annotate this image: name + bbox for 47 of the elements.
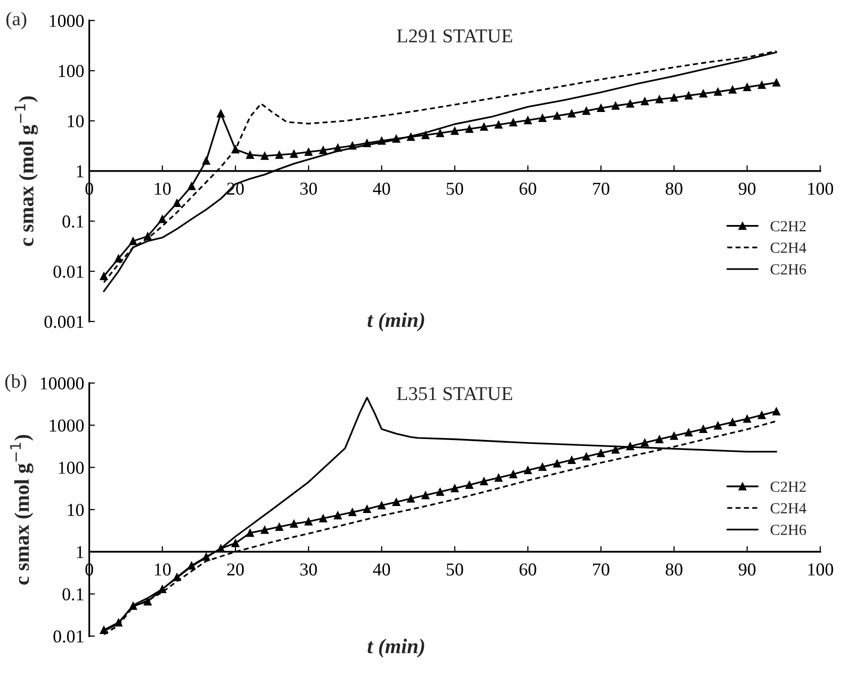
y-axis-title: c smax (mol g$^{−1}$) (14, 96, 38, 246)
y-tick-label: 1 (76, 165, 84, 178)
y-tick-label: 10 (68, 504, 84, 516)
x-tick-label: 70 (593, 182, 610, 195)
x-tick-label: 10 (154, 182, 171, 195)
x-axis-title: t (min) (368, 638, 424, 658)
x-tick-label: 90 (738, 563, 756, 576)
y-tick-label: 0.1 (62, 588, 84, 600)
legend-label: C2H4 (770, 242, 806, 253)
y-tick-label: 10000 (40, 377, 84, 390)
x-tick-label: 70 (593, 563, 610, 576)
text: (b) (5, 374, 26, 392)
legend-label: C2H2 (770, 221, 806, 232)
y-tick-label: 0.001 (44, 316, 84, 328)
x-tick-label: 80 (666, 182, 682, 195)
x-tick-label: 40 (372, 182, 390, 195)
x-axis-title: t (min) (368, 312, 424, 332)
x-tick-label: 100 (808, 182, 834, 195)
y-tick-label: 100 (58, 64, 84, 78)
x-tick-label: 60 (520, 182, 536, 195)
legend-label: C2H4 (770, 503, 806, 514)
x-tick-label: 50 (446, 563, 464, 576)
x-tick-label: 60 (520, 563, 536, 576)
x-tick-label: 10 (154, 563, 171, 576)
y-tick-label: 0.01 (53, 630, 84, 643)
y-tick-label: 100 (58, 462, 84, 474)
x-tick-label: 40 (372, 563, 390, 576)
y-tick-label: 10 (68, 115, 84, 128)
legend-label: C2H6 (770, 524, 806, 536)
y-tick-label: 0.01 (53, 266, 84, 278)
x-tick-label: 80 (666, 563, 682, 576)
legend-label: C2H6 (770, 264, 806, 275)
legend-label: C2H2 (770, 482, 806, 492)
chart-title: L291 STATUE (396, 29, 512, 42)
y-tick-label: 0.1 (62, 215, 84, 228)
chart-title: L351 STATUE (396, 387, 512, 400)
x-tick-label: 90 (738, 182, 756, 195)
x-tick-label: 30 (300, 182, 317, 195)
x-tick-label: 100 (808, 563, 834, 576)
y-tick-label: 1000 (50, 14, 84, 27)
text: (a) (6, 12, 26, 30)
x-tick-label: 50 (446, 182, 464, 195)
y-tick-label: 1 (76, 546, 84, 558)
x-tick-label: 20 (227, 563, 244, 576)
y-axis-title: c smax (mol g$^{−1}$) (10, 434, 34, 585)
x-tick-label: 30 (300, 563, 317, 576)
y-tick-label: 1000 (50, 419, 84, 432)
